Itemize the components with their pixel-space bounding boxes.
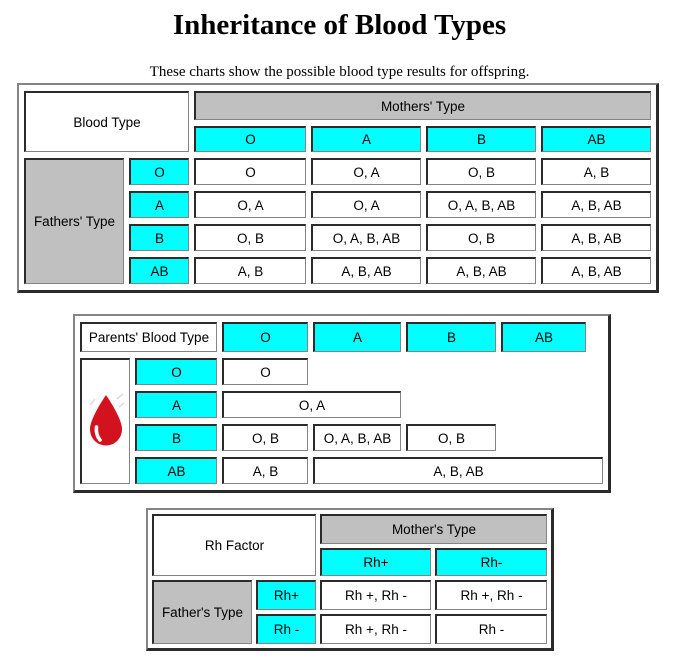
t3-row-header-rh-pos: Rh+	[256, 580, 316, 610]
t2-col-header-o: O	[222, 322, 308, 352]
abo-inheritance-table: Blood Type Mothers' Type O A B AB Father…	[17, 83, 659, 293]
t3-col-header-rh-neg: Rh-	[435, 548, 547, 576]
t1-col-header-o: O	[194, 126, 306, 152]
t1-cell: O, B	[426, 224, 536, 251]
t1-cell: O, A	[311, 158, 421, 185]
t1-col-header-ab: AB	[541, 126, 651, 152]
t1-col-header-b: B	[426, 126, 536, 152]
t1-cell: A, B, AB	[426, 257, 536, 284]
t1-cell: A, B	[194, 257, 306, 284]
t3-row-header-rh-neg: Rh -	[256, 614, 316, 644]
t2-col-header-b: B	[406, 322, 496, 352]
blood-type-corner-cell: Blood Type	[24, 91, 189, 152]
t1-col-header-a: A	[311, 126, 421, 152]
t1-cell: O, A, B, AB	[311, 224, 421, 251]
t2-cell: O, A	[222, 391, 401, 418]
t2-col-header-ab: AB	[501, 322, 586, 352]
t1-row-header-ab: AB	[129, 257, 189, 284]
t1-cell: A, B, AB	[311, 257, 421, 284]
t2-cell: O, B	[222, 424, 308, 451]
fathers-type-group-header: Fathers' Type	[24, 158, 124, 284]
t2-col-header-a: A	[313, 322, 401, 352]
t1-cell: O, A	[194, 191, 306, 218]
t1-cell: A, B, AB	[541, 257, 651, 284]
t2-row-header-a: A	[135, 391, 217, 418]
t3-cell: Rh +, Rh -	[435, 580, 547, 610]
parents-blood-type-table: Parents' Blood Type O A B AB O O A O, A …	[73, 314, 611, 493]
t2-cell: O, B	[406, 424, 496, 451]
page-subtitle: These charts show the possible blood typ…	[149, 64, 530, 80]
t3-cell: Rh +, Rh -	[320, 614, 431, 644]
t1-cell: O	[194, 158, 306, 185]
rh-fathers-type-group-header: Father's Type	[152, 580, 252, 644]
t2-row-header-ab: AB	[135, 457, 217, 484]
t1-cell: A, B, AB	[541, 191, 651, 218]
parents-blood-type-corner-cell: Parents' Blood Type	[80, 322, 217, 352]
rh-factor-table: Rh Factor Mother's Type Rh+ Rh- Father's…	[146, 508, 554, 651]
blood-drop-icon	[88, 393, 124, 446]
rh-mothers-type-group-header: Mother's Type	[320, 514, 547, 544]
t2-row-header-b: B	[135, 424, 217, 451]
t1-row-header-o: O	[129, 158, 189, 185]
t1-row-header-b: B	[129, 224, 189, 251]
t1-cell: O, A, B, AB	[426, 191, 536, 218]
t2-cell: O	[222, 358, 308, 385]
t1-cell: A, B, AB	[541, 224, 651, 251]
mothers-type-group-header: Mothers' Type	[194, 91, 651, 120]
t1-row-header-a: A	[129, 191, 189, 218]
t2-row-header-o: O	[135, 358, 217, 385]
page-title: Inheritance of Blood Types	[172, 9, 507, 41]
t1-cell: O, A	[311, 191, 421, 218]
blood-drop-cell	[80, 358, 130, 484]
t2-cell: O, A, B, AB	[313, 424, 401, 451]
t1-cell: O, B	[194, 224, 306, 251]
t3-col-header-rh-pos: Rh+	[320, 548, 431, 576]
t2-cell: A, B, AB	[313, 457, 603, 484]
t2-cell: A, B	[222, 457, 308, 484]
t3-cell: Rh +, Rh -	[320, 580, 431, 610]
t1-cell: O, B	[426, 158, 536, 185]
t1-cell: A, B	[541, 158, 651, 185]
t3-cell: Rh -	[435, 614, 547, 644]
rh-factor-corner-cell: Rh Factor	[152, 514, 316, 576]
